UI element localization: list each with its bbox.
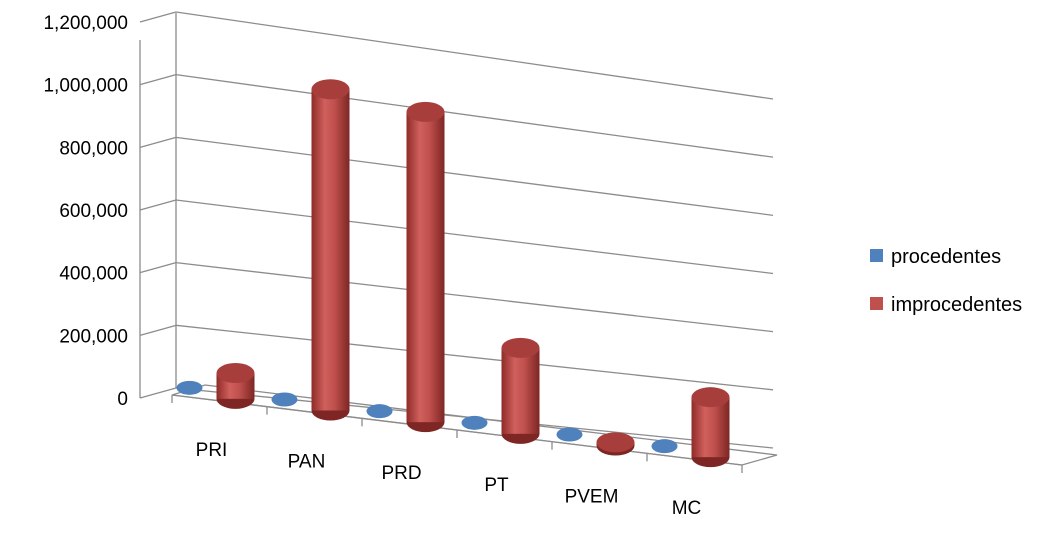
bar-improcedentes [312, 79, 350, 420]
x-tick-label: PAN [288, 452, 326, 473]
legend-label-procedentes: procedentes [891, 246, 1001, 268]
bar-improcedentes [502, 338, 540, 444]
legend-swatch-improcedentes [870, 297, 883, 310]
bar-procedentes-disc [652, 439, 678, 453]
gridline-side [140, 388, 176, 398]
gridline-side [140, 325, 176, 335]
legend-swatch-procedentes [870, 249, 883, 262]
y-tick-label: 400,000 [59, 264, 128, 285]
bar-improcedentes-body [502, 348, 540, 434]
bar-procedentes [367, 404, 393, 418]
bar-improcedentes-top [312, 79, 350, 99]
gridline [176, 200, 773, 274]
bar-improcedentes-top [217, 363, 255, 383]
y-tick-label: 1,200,000 [43, 13, 128, 34]
bar-improcedentes-body [312, 89, 350, 410]
x-tick-label: MC [672, 498, 702, 519]
bar-procedentes-disc [367, 404, 393, 418]
y-tick-label: 200,000 [59, 326, 128, 347]
y-axis-ticks: 0 200,000 400,000 600,000 800,000 1,000,000 1,… [43, 13, 128, 410]
bar-procedentes [272, 393, 298, 407]
bar-procedentes [652, 439, 678, 453]
gridline [176, 75, 773, 158]
bar-procedentes [557, 428, 583, 442]
y-tick-label: 600,000 [59, 201, 128, 222]
bar-improcedentes [692, 387, 730, 467]
bar-improcedentes-top [502, 338, 540, 358]
legend: procedentes improcedentes [870, 246, 1022, 316]
y-tick-label: 1,000,000 [43, 76, 128, 97]
gridline-side [140, 200, 176, 210]
legend-label-improcedentes: improcedentes [891, 294, 1022, 316]
gridline [176, 137, 773, 215]
bar-improcedentes [407, 102, 445, 432]
bar-improcedentes-body [407, 112, 445, 422]
bars [177, 79, 730, 467]
gridline-side [140, 137, 176, 147]
bar-procedentes-disc [177, 381, 203, 395]
y-tick-label: 800,000 [59, 138, 128, 159]
bar-procedentes-disc [272, 393, 298, 407]
x-tick-label: PT [484, 475, 509, 496]
gridline-side [140, 263, 176, 273]
bar-improcedentes [217, 363, 255, 409]
bar-procedentes [462, 416, 488, 430]
gridline [176, 325, 773, 390]
bar-improcedentes-top [407, 102, 445, 122]
bar-procedentes-disc [462, 416, 488, 430]
bar-improcedentes-top [692, 387, 730, 407]
bar-improcedentes [597, 432, 635, 455]
bar-improcedentes-top [597, 432, 635, 452]
gridline [176, 12, 773, 99]
gridline-side [140, 12, 176, 22]
x-tick-label: PRI [196, 440, 228, 461]
gridline-side [140, 75, 176, 85]
gridline [176, 263, 773, 332]
x-tick-label: PVEM [565, 487, 619, 508]
bar-procedentes-disc [557, 428, 583, 442]
y-tick-label: 0 [117, 389, 128, 410]
bar-procedentes [177, 381, 203, 395]
x-tick-label: PRD [381, 463, 421, 484]
